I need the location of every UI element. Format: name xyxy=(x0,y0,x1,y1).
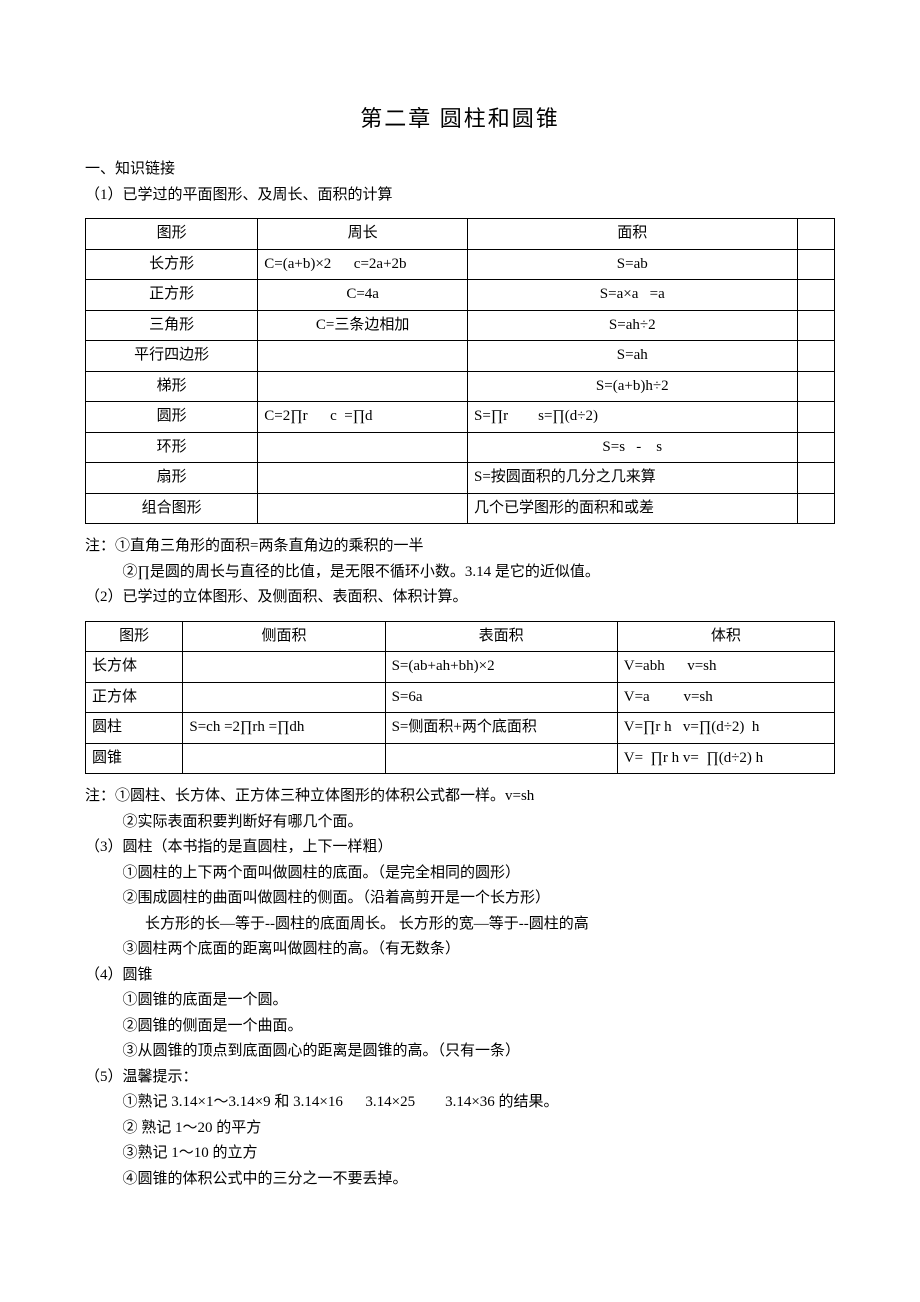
section5-l1: ①熟记 3.14×1～3.14×9 和 3.14×16 3.14×25 3.14… xyxy=(85,1090,835,1116)
table-row: 长方形C=(a+b)×2 c=2a+2bS=ab xyxy=(86,249,835,280)
th-area: 面积 xyxy=(467,219,797,250)
table-row: 三角形C=三条边相加S=ah÷2 xyxy=(86,310,835,341)
table-row: 正方体S=6aV=a v=sh xyxy=(86,682,835,713)
table-row: 环形S=s - s xyxy=(86,432,835,463)
section1-head: 一、知识链接 xyxy=(85,157,835,183)
section3-l1: ①圆柱的上下两个面叫做圆柱的底面。（是完全相同的圆形） xyxy=(85,861,835,887)
table-row: 圆形C=2∏r c =∏dS=∏r s=∏(d÷2) xyxy=(86,402,835,433)
table-row: 圆柱S=ch =2∏rh =∏dhS=侧面积+两个底面积V=∏r h v=∏(d… xyxy=(86,713,835,744)
table-row: 梯形S=(a+b)h÷2 xyxy=(86,371,835,402)
th-perimeter: 周长 xyxy=(258,219,468,250)
th-shape: 图形 xyxy=(86,621,183,652)
section5-l4: ④圆锥的体积公式中的三分之一不要丢掉。 xyxy=(85,1167,835,1193)
table-row: 圆锥V= ∏r h v= ∏(d÷2) h xyxy=(86,743,835,774)
section4-head: （4）圆锥 xyxy=(85,963,835,989)
th-surface: 表面积 xyxy=(385,621,617,652)
section4-l2: ②圆锥的侧面是一个曲面。 xyxy=(85,1014,835,1040)
section5-l3: ③熟记 1～10 的立方 xyxy=(85,1141,835,1167)
section4-l3: ③从圆锥的顶点到底面圆心的距离是圆锥的高。（只有一条） xyxy=(85,1039,835,1065)
table-row: 图形 侧面积 表面积 体积 xyxy=(86,621,835,652)
section2-head: （2）已学过的立体图形、及侧面积、表面积、体积计算。 xyxy=(85,585,835,611)
section5-head: （5）温馨提示： xyxy=(85,1065,835,1091)
section5-l2: ② 熟记 1～20 的平方 xyxy=(85,1116,835,1142)
section1-note2: ②∏是圆的周长与直径的比值，是无限不循环小数。3.14 是它的近似值。 xyxy=(85,560,835,586)
section3-l4: ③圆柱两个底面的距离叫做圆柱的高。（有无数条） xyxy=(85,937,835,963)
th-volume: 体积 xyxy=(617,621,834,652)
table-row: 扇形S=按圆面积的几分之几来算 xyxy=(86,463,835,494)
section2-note1: 注：①圆柱、长方体、正方体三种立体图形的体积公式都一样。v=sh xyxy=(85,784,835,810)
section3-head: （3）圆柱（本书指的是直圆柱，上下一样粗） xyxy=(85,835,835,861)
table-row: 长方体S=(ab+ah+bh)×2V=abh v=sh xyxy=(86,652,835,683)
page-title: 第二章 圆柱和圆锥 xyxy=(85,100,835,137)
th-shape: 图形 xyxy=(86,219,258,250)
th-empty xyxy=(797,219,834,250)
section3-l2: ②围成圆柱的曲面叫做圆柱的侧面。（沿着高剪开是一个长方形） xyxy=(85,886,835,912)
section1-sub1: （1）已学过的平面图形、及周长、面积的计算 xyxy=(85,183,835,209)
table-row: 正方形C=4aS=a×a =a xyxy=(86,280,835,311)
section2-note2: ②实际表面积要判断好有哪几个面。 xyxy=(85,810,835,836)
table-row: 平行四边形S=ah xyxy=(86,341,835,372)
section3-l3: 长方形的长—等于--圆柱的底面周长。 长方形的宽—等于--圆柱的高 xyxy=(85,912,835,938)
section4-l1: ①圆锥的底面是一个圆。 xyxy=(85,988,835,1014)
table-row: 图形 周长 面积 xyxy=(86,219,835,250)
table-plane-shapes: 图形 周长 面积 长方形C=(a+b)×2 c=2a+2bS=ab 正方形C=4… xyxy=(85,218,835,524)
table-row: 组合图形几个已学图形的面积和或差 xyxy=(86,493,835,524)
section1-note1: 注：①直角三角形的面积=两条直角边的乘积的一半 xyxy=(85,534,835,560)
table-solid-shapes: 图形 侧面积 表面积 体积 长方体S=(ab+ah+bh)×2V=abh v=s… xyxy=(85,621,835,775)
th-lateral: 侧面积 xyxy=(183,621,385,652)
